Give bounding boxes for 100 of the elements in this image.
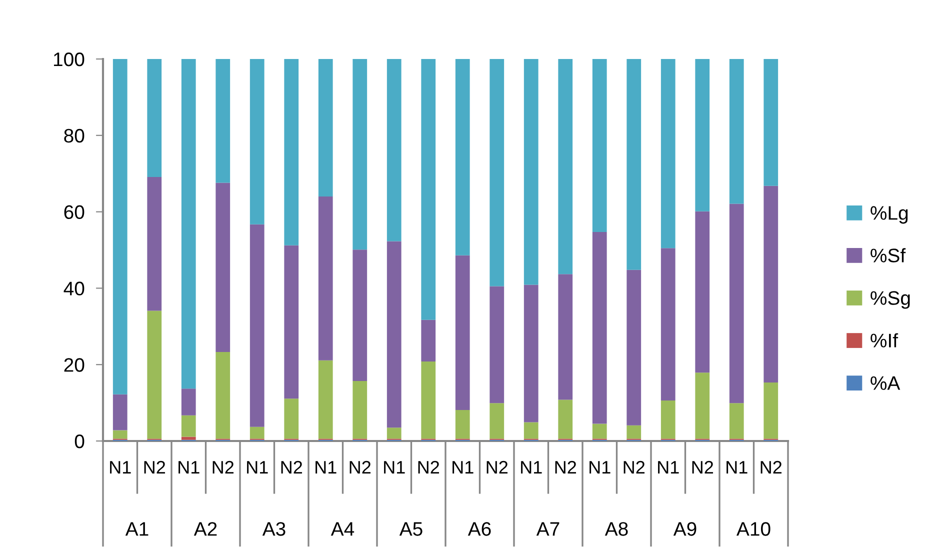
bar <box>592 59 607 232</box>
x-tick-label: N1 <box>590 461 610 474</box>
bar <box>490 59 504 286</box>
bar <box>147 310 162 439</box>
bar <box>250 224 264 427</box>
bar <box>181 415 196 437</box>
bar <box>352 59 368 250</box>
x-tick-label: N2 <box>350 460 371 474</box>
y-tick-label: 60 <box>64 205 84 220</box>
bar <box>729 403 744 439</box>
bar <box>626 425 642 439</box>
bar <box>490 286 504 404</box>
bar <box>318 196 333 360</box>
text: A6 <box>468 522 491 536</box>
bar <box>764 382 778 439</box>
y-tick-label: 80 <box>64 128 84 143</box>
x-tick-label: N2 <box>624 460 645 474</box>
bar <box>318 59 333 197</box>
x-tick-label: N2 <box>555 460 576 474</box>
bar <box>112 394 128 430</box>
bar <box>352 381 368 439</box>
bar <box>592 232 607 424</box>
bar <box>729 204 744 404</box>
bar <box>729 59 744 204</box>
legend-label: %If <box>870 333 898 348</box>
x-tick-label: N1 <box>316 461 336 474</box>
bar <box>216 59 230 183</box>
legend-label: %Sf <box>870 248 906 262</box>
x-tick-label: N2 <box>692 460 714 474</box>
bar <box>421 320 436 362</box>
bar <box>660 59 676 248</box>
bar <box>455 59 470 256</box>
bar <box>216 182 230 352</box>
bar <box>216 352 230 439</box>
bar <box>421 59 436 320</box>
x-tick-label: N1 <box>110 461 131 474</box>
bar <box>318 360 333 439</box>
bar <box>455 410 470 439</box>
text: A1 <box>125 522 148 536</box>
x-tick-label: N1 <box>452 461 474 474</box>
x-tick-label: N1 <box>178 461 200 474</box>
bar <box>490 403 504 439</box>
text: A2 <box>194 522 217 536</box>
bar <box>386 59 402 242</box>
bar <box>764 59 778 186</box>
y-tick-label: 40 <box>64 282 84 296</box>
text: A10 <box>736 522 770 536</box>
x-tick-label: N2 <box>212 460 234 474</box>
bar <box>250 59 264 224</box>
bar <box>558 274 573 400</box>
text: A4 <box>330 522 354 536</box>
bar <box>181 388 196 416</box>
bar <box>284 245 299 399</box>
bar <box>421 362 436 439</box>
bar <box>660 248 676 401</box>
bar <box>386 428 402 439</box>
bar <box>112 59 128 394</box>
legend-label: %Sg <box>870 291 910 309</box>
bar <box>112 430 128 439</box>
bar <box>284 59 299 246</box>
x-tick-label: N2 <box>281 460 302 474</box>
y-tick-label: 20 <box>64 358 84 372</box>
bar <box>181 436 196 440</box>
bar <box>695 372 710 439</box>
x-tick-label: N1 <box>384 461 405 474</box>
bar <box>558 400 573 439</box>
x-tick-label: N1 <box>521 461 542 474</box>
x-tick-label: N1 <box>247 461 268 474</box>
x-tick-label: N2 <box>144 460 166 474</box>
text: A9 <box>673 522 696 536</box>
text: A5 <box>399 522 422 536</box>
bar <box>626 59 642 270</box>
bar <box>250 426 264 439</box>
bar <box>524 284 538 422</box>
bar <box>695 211 710 373</box>
x-tick-label: N2 <box>486 460 508 474</box>
bar <box>181 59 196 389</box>
legend-label: %Lg <box>870 206 908 224</box>
bar <box>524 422 538 439</box>
bar <box>147 177 162 311</box>
legend-label: %A <box>870 376 900 390</box>
x-tick-label: N2 <box>418 460 440 474</box>
bar <box>592 424 607 439</box>
y-tick-label: 100 <box>54 52 84 66</box>
text: A3 <box>262 522 286 536</box>
bar <box>352 250 368 382</box>
text: A7 <box>536 522 560 536</box>
bar <box>524 59 538 285</box>
bar <box>764 186 778 383</box>
text: A8 <box>604 522 628 536</box>
bar <box>386 241 402 428</box>
bar <box>660 400 676 439</box>
x-tick-label: N1 <box>658 461 679 474</box>
bar <box>147 59 162 178</box>
bar <box>695 59 710 212</box>
bar <box>455 255 470 410</box>
bar <box>626 270 642 426</box>
bar <box>284 398 299 439</box>
x-tick-label: N2 <box>760 460 782 474</box>
x-tick-label: N1 <box>726 461 748 474</box>
